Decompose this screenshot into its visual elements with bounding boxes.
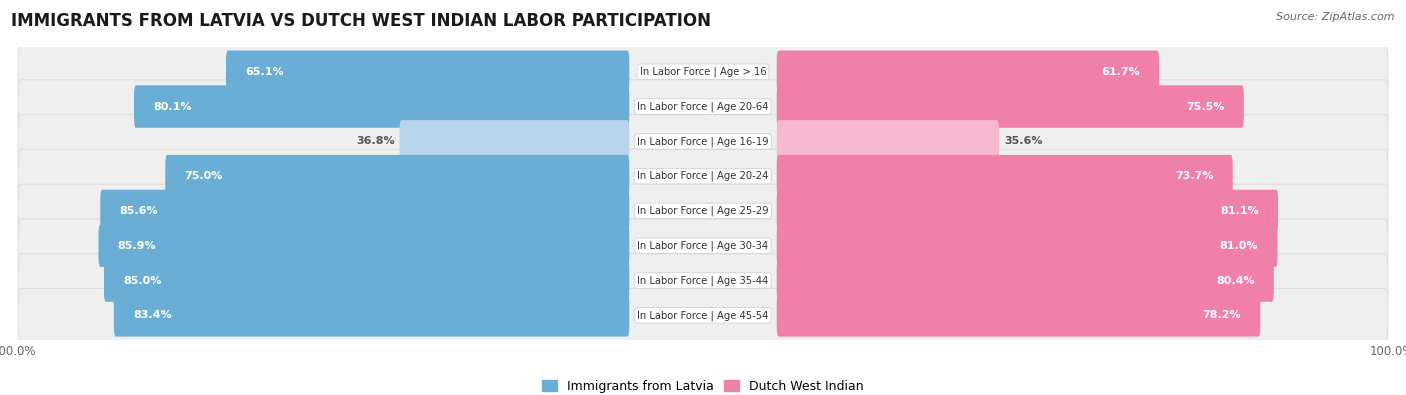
FancyBboxPatch shape [776, 155, 1233, 198]
FancyBboxPatch shape [18, 45, 1388, 99]
Text: 80.4%: 80.4% [1216, 276, 1254, 286]
Legend: Immigrants from Latvia, Dutch West Indian: Immigrants from Latvia, Dutch West India… [537, 375, 869, 395]
FancyBboxPatch shape [100, 190, 630, 232]
Text: 85.6%: 85.6% [120, 206, 159, 216]
Text: 85.9%: 85.9% [118, 241, 156, 251]
Text: 61.7%: 61.7% [1101, 67, 1140, 77]
FancyBboxPatch shape [776, 85, 1244, 128]
Text: In Labor Force | Age 45-54: In Labor Force | Age 45-54 [637, 310, 769, 321]
Text: 81.0%: 81.0% [1220, 241, 1258, 251]
FancyBboxPatch shape [98, 224, 630, 267]
Text: In Labor Force | Age 30-34: In Labor Force | Age 30-34 [637, 241, 769, 251]
FancyBboxPatch shape [776, 294, 1260, 337]
Text: 85.0%: 85.0% [124, 276, 162, 286]
FancyBboxPatch shape [104, 259, 630, 302]
FancyBboxPatch shape [18, 149, 1388, 203]
Text: In Labor Force | Age 35-44: In Labor Force | Age 35-44 [637, 275, 769, 286]
FancyBboxPatch shape [18, 288, 1388, 342]
Text: 78.2%: 78.2% [1202, 310, 1241, 320]
Text: 83.4%: 83.4% [134, 310, 172, 320]
Text: 35.6%: 35.6% [1004, 136, 1042, 147]
FancyBboxPatch shape [114, 294, 630, 337]
Text: In Labor Force | Age 20-64: In Labor Force | Age 20-64 [637, 101, 769, 112]
Text: 73.7%: 73.7% [1175, 171, 1213, 181]
Text: In Labor Force | Age 16-19: In Labor Force | Age 16-19 [637, 136, 769, 147]
Text: 81.1%: 81.1% [1220, 206, 1258, 216]
FancyBboxPatch shape [776, 224, 1278, 267]
FancyBboxPatch shape [18, 219, 1388, 273]
FancyBboxPatch shape [134, 85, 630, 128]
Text: IMMIGRANTS FROM LATVIA VS DUTCH WEST INDIAN LABOR PARTICIPATION: IMMIGRANTS FROM LATVIA VS DUTCH WEST IND… [11, 12, 711, 30]
FancyBboxPatch shape [776, 190, 1278, 232]
Text: 65.1%: 65.1% [245, 67, 284, 77]
FancyBboxPatch shape [18, 254, 1388, 307]
FancyBboxPatch shape [776, 51, 1159, 93]
FancyBboxPatch shape [18, 115, 1388, 168]
FancyBboxPatch shape [166, 155, 630, 198]
Text: 75.5%: 75.5% [1187, 102, 1225, 111]
Text: Source: ZipAtlas.com: Source: ZipAtlas.com [1277, 12, 1395, 22]
FancyBboxPatch shape [776, 120, 1000, 163]
Text: 80.1%: 80.1% [153, 102, 191, 111]
Text: In Labor Force | Age 25-29: In Labor Force | Age 25-29 [637, 206, 769, 216]
FancyBboxPatch shape [18, 184, 1388, 238]
Text: 75.0%: 75.0% [184, 171, 224, 181]
Text: In Labor Force | Age 20-24: In Labor Force | Age 20-24 [637, 171, 769, 181]
Text: In Labor Force | Age > 16: In Labor Force | Age > 16 [640, 66, 766, 77]
FancyBboxPatch shape [18, 80, 1388, 134]
FancyBboxPatch shape [226, 51, 630, 93]
FancyBboxPatch shape [399, 120, 630, 163]
FancyBboxPatch shape [776, 259, 1274, 302]
Text: 36.8%: 36.8% [356, 136, 395, 147]
